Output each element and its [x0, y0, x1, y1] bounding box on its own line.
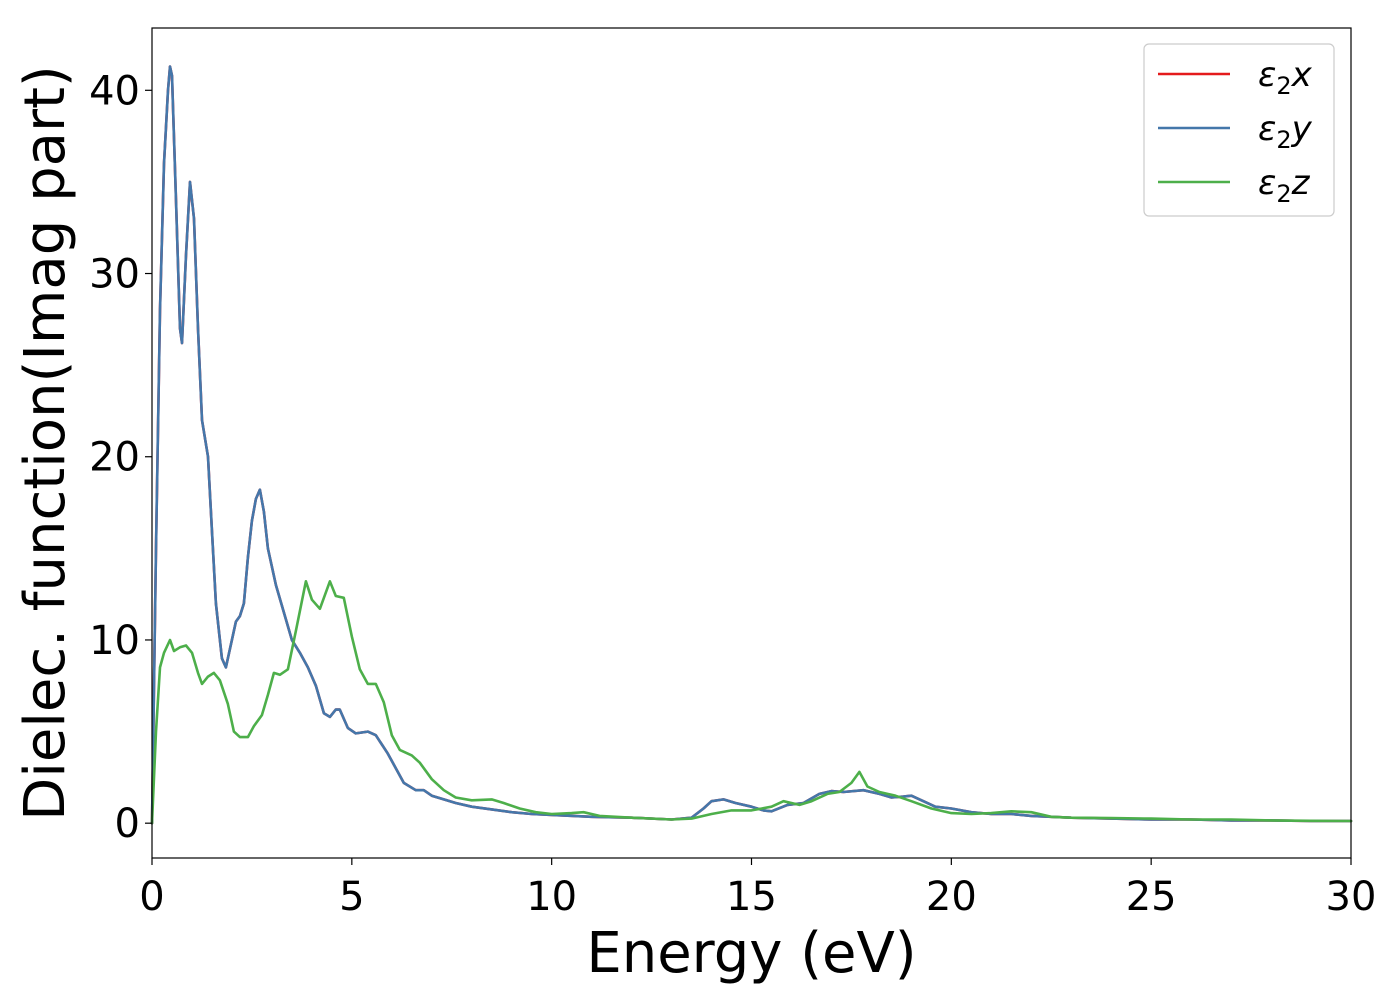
y-tick-label: 30 — [89, 252, 140, 298]
x-tick-label: 10 — [526, 874, 577, 920]
legend: ε2x ε2y ε2z — [1143, 43, 1335, 217]
y-tick-label: 0 — [115, 801, 140, 847]
legend-label-x: ε2x — [1258, 55, 1313, 100]
x-tick-label: 15 — [726, 874, 777, 920]
x-tick-label: 30 — [1326, 874, 1377, 920]
x-tick-label: 20 — [926, 874, 977, 920]
y-tick-label: 20 — [89, 435, 140, 481]
x-tick-label: 0 — [139, 874, 164, 920]
y-axis-ticks: 0 10 20 30 40 — [89, 68, 152, 847]
legend-label-y: ε2y — [1258, 109, 1313, 154]
x-tick-label: 25 — [1126, 874, 1177, 920]
x-tick-label: 5 — [339, 874, 364, 920]
legend-label-z: ε2z — [1258, 163, 1311, 208]
series-line-z — [150, 580, 1353, 825]
plot-lines — [150, 65, 1353, 825]
x-axis-label: Energy (eV) — [586, 921, 916, 986]
y-tick-label: 10 — [89, 618, 140, 664]
legend-box — [1143, 43, 1335, 217]
series-line-y — [150, 65, 1353, 825]
y-axis-label: Dielec. function(Imag part) — [13, 65, 78, 821]
y-tick-label: 40 — [89, 68, 140, 114]
x-axis-ticks: 0 5 10 15 20 25 30 — [139, 858, 1376, 920]
